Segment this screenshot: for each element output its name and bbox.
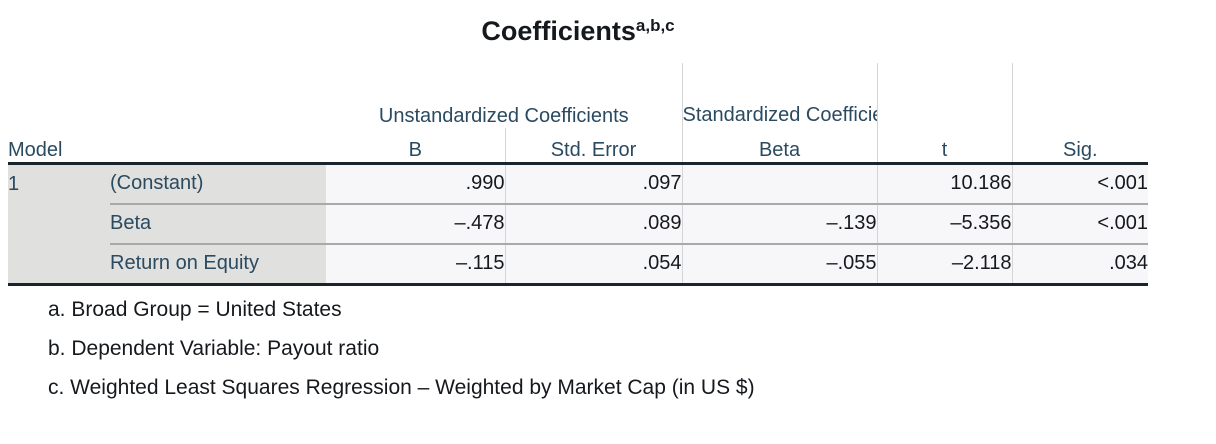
sig-value-cell: <.001: [1011, 202, 1149, 244]
coefficients-table: Model Unstandardized Coefficients Standa…: [8, 63, 1149, 286]
footnote-c: c. Weighted Least Squares Regression – W…: [48, 375, 755, 399]
std-error-value-cell: .097: [504, 161, 683, 204]
table-title-text: Coefficients: [481, 16, 636, 46]
predictor-label-cell: (Constant): [110, 161, 327, 204]
col-header-t: t: [876, 63, 1013, 163]
model-number-cell: [8, 203, 110, 244]
model-number-cell: [8, 243, 110, 286]
predictor-label-cell: Return on Equity: [110, 242, 327, 286]
predictor-label-cell: Beta: [110, 202, 327, 244]
beta-value-cell: [681, 161, 878, 204]
sig-value-cell: .034: [1011, 242, 1149, 286]
table-row: Beta –.478 .089 –.139 –5.356 <.001: [8, 202, 1149, 244]
footnote-b: b. Dependent Variable: Payout ratio: [48, 336, 380, 360]
table-title-superscript: a,b,c: [635, 16, 675, 35]
group-header-unstandardized: Unstandardized Coefficients: [326, 63, 683, 128]
sig-value-cell: <.001: [1011, 161, 1149, 204]
beta-value-cell: –.139: [681, 202, 878, 244]
table-header: Model Unstandardized Coefficients Standa…: [8, 63, 1149, 163]
model-number-cell: 1: [8, 161, 110, 204]
footnote-a: a. Broad Group = United States: [48, 297, 342, 321]
group-header-standardized: Standardized Coefficients: [681, 63, 878, 128]
std-error-value-cell: .054: [504, 242, 683, 286]
footnotes: a. Broad Group = United States b. Depend…: [48, 296, 1216, 402]
table-body: 1 (Constant) .990 .097 10.186 <.001 Beta…: [8, 161, 1149, 286]
table-row: Return on Equity –.115 .054 –.055 –2.118…: [8, 242, 1149, 286]
t-value-cell: –2.118: [876, 242, 1013, 286]
col-header-model: Model: [8, 63, 327, 163]
b-value-cell: –.478: [326, 202, 506, 244]
col-header-std-error: Std. Error: [504, 128, 683, 163]
col-header-beta: Beta: [681, 128, 878, 163]
table-title: Coefficientsa,b,c: [8, 16, 1148, 50]
b-value-cell: –.115: [326, 242, 506, 286]
std-error-value-cell: .089: [504, 202, 683, 244]
col-header-sig: Sig.: [1011, 63, 1149, 163]
beta-value-cell: –.055: [681, 242, 878, 286]
b-value-cell: .990: [326, 161, 506, 204]
t-value-cell: –5.356: [876, 202, 1013, 244]
table-row: 1 (Constant) .990 .097 10.186 <.001: [8, 161, 1149, 204]
col-header-b: B: [326, 128, 506, 163]
t-value-cell: 10.186: [876, 161, 1013, 204]
